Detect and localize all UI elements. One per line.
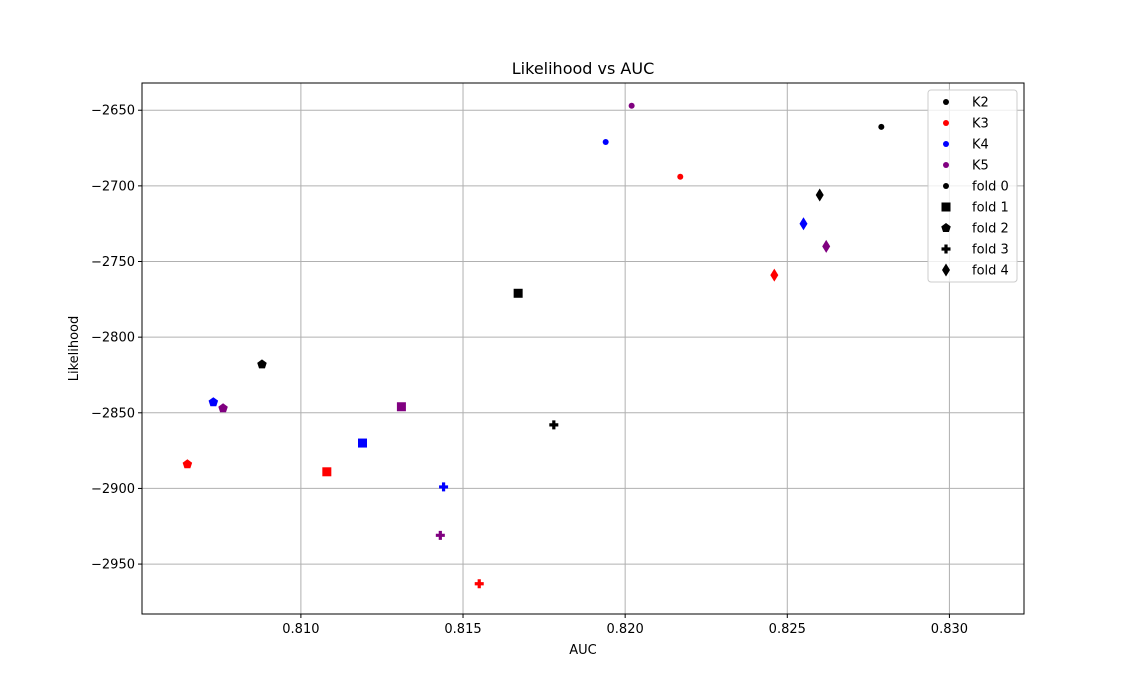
legend-marker-fold3: [941, 244, 951, 254]
legend-label-fold4: fold 4: [972, 264, 1009, 279]
legend-label-fold0: fold 0: [972, 180, 1009, 195]
y-tick-label: −2950: [91, 558, 135, 573]
legend-marker-k3: [943, 120, 949, 126]
legend-label-fold3: fold 3: [972, 243, 1009, 258]
data-point-k2-fold2: [257, 359, 267, 369]
data-point-k3-fold4: [770, 268, 779, 282]
plot-frame: [141, 82, 1025, 615]
data-point-k3-fold3: [474, 579, 484, 589]
legend-label-k4: K4: [972, 138, 989, 153]
x-tick-label: 0.820: [607, 622, 644, 637]
data-point-k4-fold1: [358, 438, 367, 448]
legend-marker-fold4: [942, 263, 950, 277]
axis-ticks: 0.810 0.815 0.820 0.825 0.830 −2650 −2700 −2750…: [91, 104, 968, 637]
data-point-k2-fold1: [513, 288, 523, 298]
y-tick-label: −2650: [91, 104, 135, 119]
data-point-k2-fold3: [549, 420, 559, 430]
legend-label-k3: K3: [972, 117, 989, 132]
legend-marker-k2: [943, 99, 949, 105]
legend-label-fold2: fold 2: [972, 222, 1009, 237]
data-point-k4-fold0: [602, 139, 609, 145]
legend-marker-fold1: [941, 202, 951, 212]
legend: K2 K3 K4 K5 fold 0 fold 1 fold 2 fold 3 fold 4: [927, 89, 1018, 283]
y-tick-label: −2900: [91, 482, 135, 497]
legend-marker-fold0: [943, 183, 949, 189]
data-point-k5-fold4: [822, 239, 831, 253]
data-point-k3-fold0: [677, 173, 684, 180]
y-tick-label: −2750: [91, 255, 135, 270]
legend-marker-k5: [943, 162, 949, 168]
y-tick-label: −2800: [91, 331, 135, 346]
data-points: [182, 102, 885, 589]
data-point-k3-fold2: [182, 459, 193, 469]
data-point-k4-fold3: [439, 482, 449, 492]
legend-label-k5: K5: [972, 159, 989, 174]
chart-title: Likelihood vs AUC: [512, 59, 654, 78]
legend-marker-fold2: [941, 223, 951, 233]
legend-marker-k4: [943, 141, 949, 147]
data-point-k5-fold1: [396, 402, 406, 412]
grid: [142, 83, 1024, 614]
x-axis-label: AUC: [569, 643, 597, 658]
data-point-k5-fold2: [218, 403, 228, 413]
data-point-k5-fold0: [628, 102, 635, 109]
data-point-k5-fold3: [435, 530, 445, 540]
x-tick-label: 0.830: [931, 622, 968, 637]
y-axis-label: Likelihood: [67, 316, 82, 382]
legend-label-k2: K2: [972, 96, 989, 111]
y-tick-label: −2850: [91, 406, 135, 421]
data-point-k3-fold1: [322, 467, 332, 477]
y-tick-label: −2700: [91, 179, 135, 194]
x-tick-label: 0.825: [769, 622, 806, 637]
data-point-k4-fold4: [799, 217, 808, 231]
legend-box: [927, 89, 1018, 283]
x-tick-label: 0.815: [444, 622, 481, 637]
legend-label-fold1: fold 1: [972, 201, 1009, 216]
data-point-k2-fold0: [878, 123, 885, 130]
data-point-k4-fold2: [208, 397, 219, 407]
data-point-k2-fold4: [815, 188, 824, 202]
x-tick-label: 0.810: [282, 622, 319, 637]
